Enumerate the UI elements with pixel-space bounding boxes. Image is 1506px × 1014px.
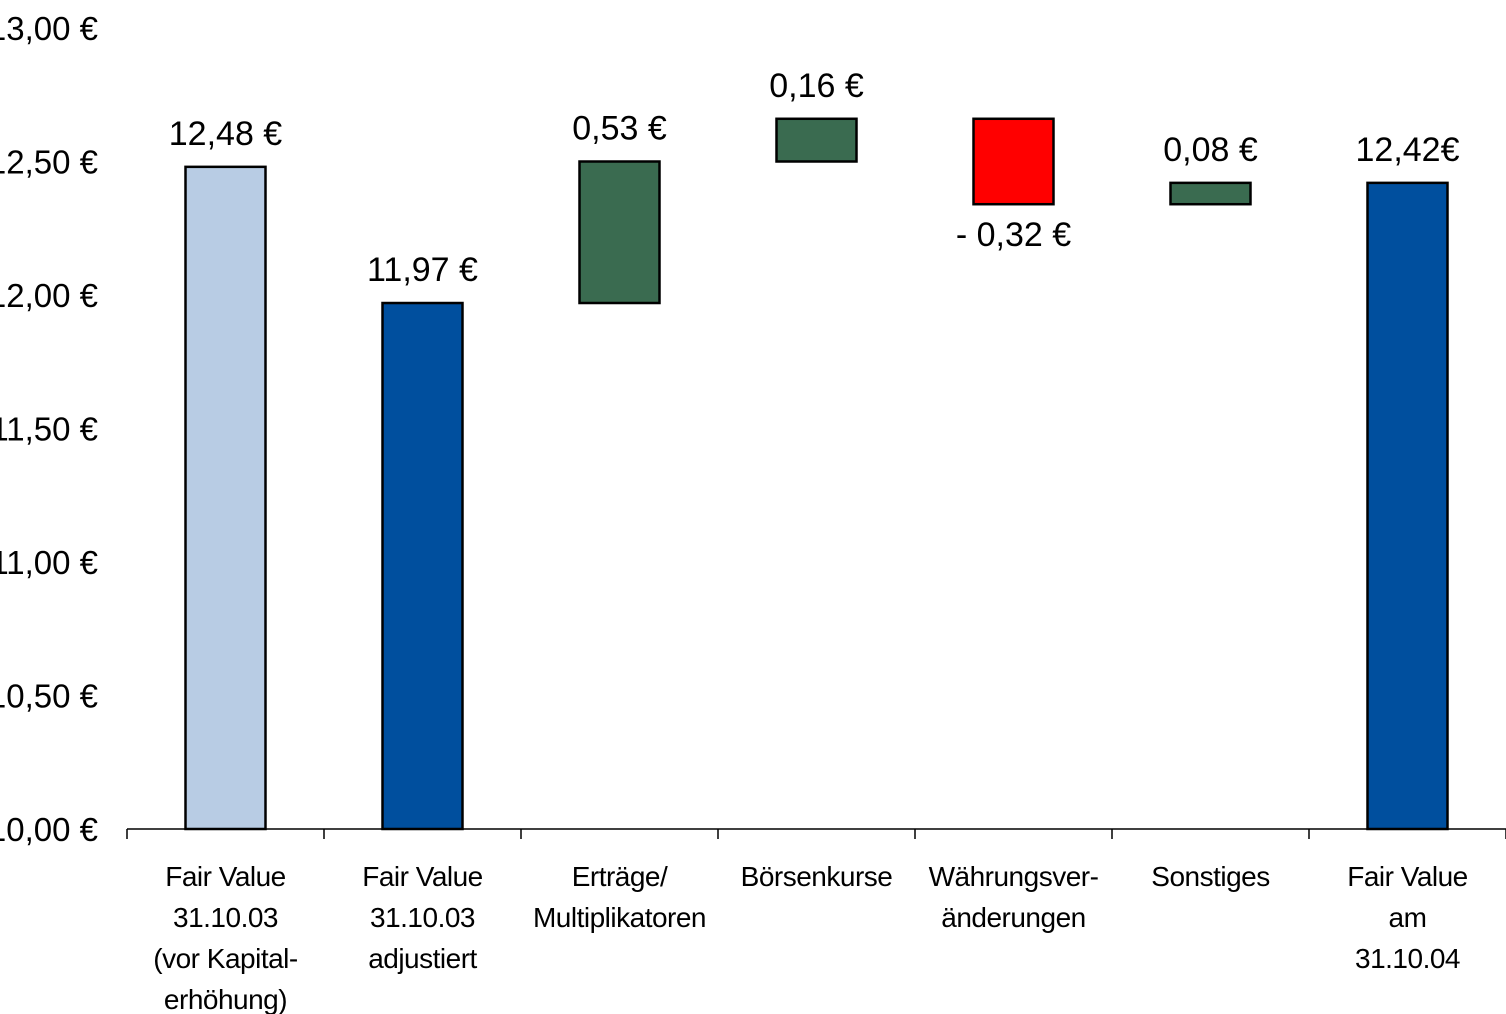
y-tick-label: 12,00 € xyxy=(0,277,98,314)
bar xyxy=(184,165,267,831)
y-tick-label: 11,50 € xyxy=(0,411,98,448)
bar xyxy=(381,301,464,831)
y-tick-label: 11,00 € xyxy=(0,544,98,581)
x-tick-label: am xyxy=(1389,902,1427,933)
bar xyxy=(1169,181,1252,206)
bar xyxy=(1366,181,1449,831)
value-label: 0,08 € xyxy=(1163,131,1258,169)
bar xyxy=(578,160,661,305)
y-tick-label: 13,00 € xyxy=(0,10,98,47)
x-tick-label: Erträge/ xyxy=(572,861,668,892)
x-tick-label: 31.10.03 xyxy=(173,902,278,933)
value-label: 0,53 € xyxy=(572,110,667,148)
x-tick-label: Fair Value xyxy=(1347,861,1468,892)
y-tick-label: 10,50 € xyxy=(0,678,98,715)
x-tick-label: 31.10.03 xyxy=(370,902,475,933)
x-tick-label: Multiplikatoren xyxy=(533,902,706,933)
x-tick-label: 31.10.04 xyxy=(1355,943,1460,974)
x-tick-label: erhöhung) xyxy=(164,984,287,1014)
x-tick-label: Fair Value xyxy=(362,861,483,892)
x-tick-label: Sonstiges xyxy=(1151,861,1269,892)
x-tick-label: Fair Value xyxy=(165,861,286,892)
value-label: - 0,32 € xyxy=(956,216,1071,254)
y-tick-label: 10,00 € xyxy=(0,811,98,848)
bar xyxy=(775,117,858,163)
value-label: 12,48 € xyxy=(169,115,283,153)
value-label: 12,42€ xyxy=(1356,131,1460,169)
bar xyxy=(972,117,1055,206)
x-tick-label: Währungsver- xyxy=(929,861,1099,892)
value-label: 0,16 € xyxy=(769,67,864,105)
x-tick-label: (vor Kapital- xyxy=(153,943,298,974)
x-tick-label: änderungen xyxy=(941,902,1085,933)
x-tick-label: adjustiert xyxy=(368,943,477,974)
value-label: 11,97 € xyxy=(367,251,478,289)
x-tick-label: Börsenkurse xyxy=(741,861,893,892)
y-tick-label: 12,50 € xyxy=(0,144,98,181)
